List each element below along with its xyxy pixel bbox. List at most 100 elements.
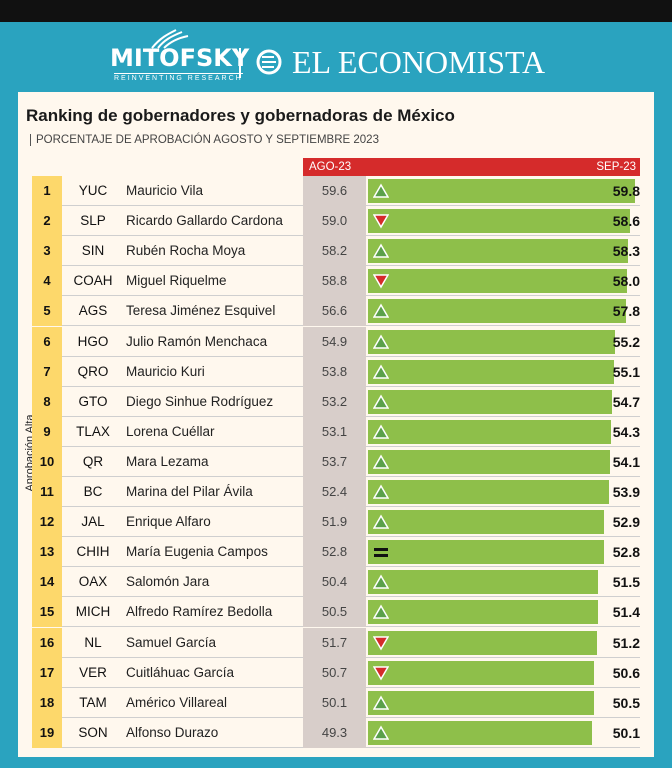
rank-cell: 17 [32,657,62,688]
sep-value: 50.5 [612,694,640,711]
ago-value: 56.6 [303,296,366,327]
trend-up-icon [372,394,390,410]
column-header-bar [366,158,640,176]
sep-bar [368,389,612,414]
governor-name: Teresa Jiménez Esquivel [126,303,276,319]
sep-value: 54.1 [612,453,640,470]
table-row: 9 TLAX Lorena Cuéllar 53.1 54.3 [32,416,640,447]
governor-name: Lorena Cuéllar [126,423,215,439]
trend-up-icon [372,604,390,620]
trend-down-icon [372,273,390,289]
table-row: 12 JAL Enrique Alfaro 51.9 52.9 [32,507,640,538]
sep-value: 58.3 [612,243,640,260]
state-cell: CHIH [76,544,110,560]
governor-name: Samuel García [126,634,217,650]
state-cell: COAH [73,273,113,289]
sep-bar [368,510,604,535]
sep-bar [368,690,594,715]
governor-name: Américo Villareal [126,694,228,710]
rank-cell: 5 [32,296,62,327]
sep-value: 53.9 [612,484,640,500]
governor-name: Mauricio Kuri [126,363,205,379]
table-row: 10 QR Mara Lezama 53.7 54.1 [32,446,640,477]
state-cell: VER [79,664,107,680]
sep-bar [368,570,598,595]
column-header-ago: AGO-23 [303,158,366,176]
ago-value: 53.1 [303,416,366,447]
economista-logo: EL ECONOMISTA [292,44,546,80]
governor-name: Salomón Jara [126,574,210,590]
sep-value: 51.2 [612,634,640,651]
governor-name: Alfonso Durazo [126,724,219,740]
governor-name: Alfredo Ramírez Bedolla [126,604,273,620]
ago-value: 59.6 [303,176,366,206]
state-cell: TAM [79,694,107,710]
table-row: 18 TAM Américo Villareal 50.1 50.5 [32,687,640,718]
governor-name: Miguel Riquelme [126,273,227,289]
table-row: 4 COAH Miguel Riquelme 58.8 58.0 [32,266,640,297]
governor-name: Enrique Alfaro [126,514,211,530]
state-cell: QRO [77,363,109,379]
sep-value: 55.2 [612,333,640,350]
mitofsky-wing-icon [150,28,190,55]
table-row: 7 QRO Mauricio Kuri 53.8 55.1 [32,356,640,387]
table-row: 8 GTO Diego Sinhue Rodríguez 53.2 54.7 [32,386,640,417]
sep-bar [368,209,630,234]
trend-up-icon [372,695,390,711]
state-cell: MICH [75,604,111,620]
sep-bar [368,480,609,504]
table-row: 2 SLP Ricardo Gallardo Cardona 59.0 58.6 [32,206,640,237]
state-cell: QR [82,453,104,469]
trend-up-icon [372,334,390,350]
trend-up-icon [372,484,390,500]
sep-bar [368,540,604,565]
sep-bar [368,359,614,384]
sep-value: 55.1 [612,363,640,380]
sep-value: 59.8 [612,183,640,199]
table-row: 14 OAX Salomón Jara 50.4 51.5 [32,567,640,598]
ago-value: 50.4 [303,567,366,598]
trend-up-icon [372,183,390,199]
table-row: 5 AGS Teresa Jiménez Esquivel 56.6 57.8 [32,296,640,327]
state-cell: SON [78,724,108,740]
ago-value: 53.2 [303,386,366,417]
state-cell: NL [84,634,102,650]
rank-cell: 8 [32,386,62,417]
ago-value: 54.9 [303,326,366,357]
trend-up-icon [372,454,390,470]
sep-value: 50.6 [612,664,640,681]
ago-value: 50.5 [303,597,366,628]
sep-bar [368,419,611,444]
mitofsky-logo: MITOFSKY [110,44,250,72]
column-header-sep: SEP-23 [596,161,636,173]
sep-bar [368,600,598,625]
governor-name: María Eugenia Campos [126,544,268,560]
state-cell: SLP [80,213,106,229]
chart-subtitle: PORCENTAJE DE APROBACIÓN AGOSTO Y SEPTIE… [30,134,379,146]
governor-name: Marina del Pilar Ávila [126,484,253,499]
ago-value: 52.4 [303,477,366,507]
rank-cell: 14 [32,567,62,598]
ago-value: 50.1 [303,687,366,718]
economista-logo-icon [256,49,284,80]
rank-cell: 15 [32,597,62,628]
sep-value: 58.6 [612,213,640,230]
ago-value: 59.0 [303,206,366,237]
ago-value: 51.9 [303,507,366,538]
ago-value: 52.8 [303,537,366,568]
trend-up-icon [372,725,390,741]
table-row: 15 MICH Alfredo Ramírez Bedolla 50.5 51.4 [32,597,640,628]
sep-bar [368,660,594,685]
table-row: 6 HGO Julio Ramón Menchaca 54.9 55.2 [32,326,640,357]
sep-value: 51.4 [612,604,640,621]
governor-name: Rubén Rocha Moya [126,243,246,259]
trend-up-icon [372,364,390,380]
top-bar [0,0,672,22]
rank-cell: 16 [32,627,62,658]
governor-name: Cuitláhuac García [126,664,235,680]
state-cell: YUC [78,183,108,198]
rank-cell: 10 [32,446,62,477]
table-row: 19 SON Alfonso Durazo 49.3 50.1 [32,717,640,748]
trend-down-icon [372,213,390,229]
state-cell: HGO [77,333,109,349]
